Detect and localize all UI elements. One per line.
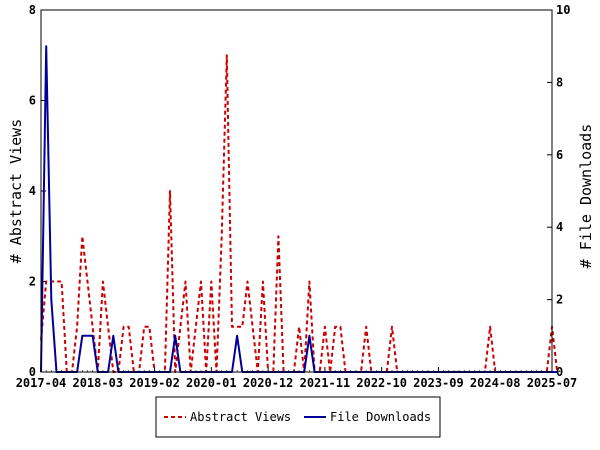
legend-box	[155, 396, 441, 438]
y-tick-label-right: 10	[556, 3, 570, 17]
y-tick-label-right: 0	[556, 365, 563, 379]
x-tick-label: 2024-08	[470, 376, 521, 390]
x-tick-label: 2021-11	[300, 376, 351, 390]
y-axis-title-left: # Abstract Views	[7, 119, 25, 264]
y-axis-title-right: # File Downloads	[577, 124, 595, 269]
y-tick-label-right: 2	[556, 293, 563, 307]
y-tick-label-left: 8	[29, 3, 36, 17]
y-tick-label-left: 6	[29, 94, 36, 108]
x-tick-label: 2019-02	[129, 376, 180, 390]
legend-label-abstract-views: Abstract Views	[190, 410, 291, 424]
y-tick-label-right: 6	[556, 148, 563, 162]
x-axis: 2017-04 2018-03 2019-02 2020-01 2020-12 2021-…	[16, 367, 578, 390]
series-line-abstract-views	[40, 54, 559, 373]
legend-label-file-downloads: File Downloads	[330, 410, 431, 424]
y-tick-label-left: 2	[29, 275, 36, 289]
series-line-file-downloads	[40, 45, 558, 373]
y-axis-right: 0 2 4 6 8 10	[547, 3, 570, 379]
x-tick-label: 2022-10	[356, 376, 407, 390]
x-tick-label: 2023-09	[413, 376, 464, 390]
series-layer	[40, 45, 559, 373]
y-tick-label-right: 4	[556, 220, 563, 234]
x-tick-label: 2017-04	[16, 376, 67, 390]
plot-frame	[40, 9, 553, 373]
x-tick-label: 2020-12	[243, 376, 294, 390]
legend: Abstract Views File Downloads	[155, 396, 441, 438]
y-tick-label-right: 8	[556, 75, 563, 89]
y-tick-label-left: 4	[29, 184, 36, 198]
x-tick-label: 2018-03	[72, 376, 123, 390]
x-tick-label: 2020-01	[186, 376, 237, 390]
x-tick-label: 2025-07	[527, 376, 578, 390]
y-tick-label-left: 0	[29, 365, 36, 379]
